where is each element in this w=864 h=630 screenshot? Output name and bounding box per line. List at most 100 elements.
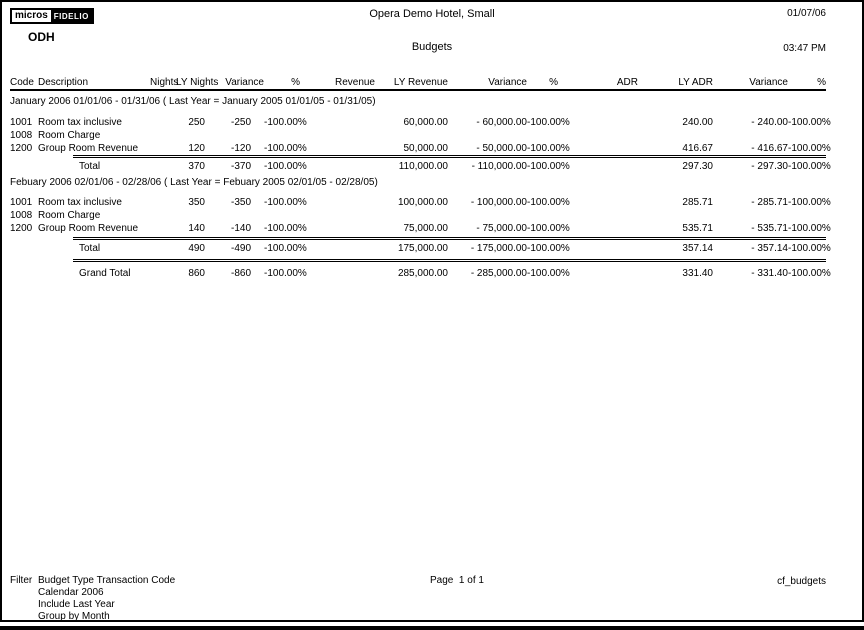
cell-ly-nights: 140 (188, 223, 205, 234)
header-adr: ADR (616, 77, 638, 88)
report-id: cf_budgets (777, 576, 826, 587)
cell-ly-nights: 860 (188, 268, 205, 279)
table-row: 1001 Room tax inclusive 250 -250 -100.00… (10, 116, 831, 129)
cell-pct-adr: -100.00% (788, 143, 831, 154)
report-title: Budgets (411, 41, 453, 53)
cell-ly-revenue: 100,000.00 (397, 197, 448, 208)
header-ly-adr: LY ADR (678, 77, 713, 88)
header-pct-revenue: % (549, 77, 558, 88)
table-header-row: Code Description Nights LY Nights Varian… (10, 77, 826, 88)
table-row: 1008 Room Charge (10, 129, 826, 142)
cell-variance-revenue: - 60,000.00 (476, 117, 527, 128)
cell-ly-adr: 297.30 (682, 161, 713, 172)
cell-variance-adr: - 240.00 (751, 117, 788, 128)
cell-pct-nights: -100.00% (264, 223, 307, 234)
cell-pct-nights: -100.00% (264, 197, 307, 208)
table-row: 1200 Group Room Revenue 120 -120 -100.00… (10, 142, 831, 155)
cell-variance-nights: -490 (230, 243, 251, 254)
table-row: 1008 Room Charge (10, 209, 826, 222)
cell-ly-adr: 357.14 (682, 243, 713, 254)
cell-ly-adr: 416.67 (682, 143, 713, 154)
section-title-february: Febuary 2006 02/01/06 - 02/28/06 ( Last … (10, 177, 378, 188)
filter-lines: Budget Type Transaction Code Calendar 20… (38, 575, 175, 623)
cell-variance-nights: -120 (230, 143, 251, 154)
header-nights: Nights (150, 77, 179, 88)
table-row: 1200 Group Room Revenue 140 -140 -100.00… (10, 222, 831, 235)
cell-ly-revenue: 285,000.00 (397, 268, 448, 279)
cell-description: Room Charge (38, 130, 101, 141)
total-separator (73, 237, 826, 240)
cell-ly-revenue: 75,000.00 (403, 223, 449, 234)
cell-variance-nights: -250 (230, 117, 251, 128)
filter-line: Include Last Year (38, 599, 115, 610)
cell-pct-adr: -100.00% (788, 117, 831, 128)
filter-label: Filter (10, 575, 33, 586)
cell-variance-nights: -370 (230, 161, 251, 172)
cell-variance-adr: - 297.30 (751, 161, 788, 172)
total-separator (73, 155, 826, 158)
cell-ly-nights: 490 (188, 243, 205, 254)
cell-pct-adr: -100.00% (788, 223, 831, 234)
cell-variance-revenue: - 285,000.00 (470, 268, 527, 279)
cell-pct-adr: -100.00% (788, 197, 831, 208)
section-total-row: Total 370 -370 -100.00% 110,000.00 - 110… (10, 160, 831, 173)
header-code: Code (10, 77, 34, 88)
cell-code: 1200 (10, 143, 33, 154)
cell-variance-nights: -140 (230, 223, 251, 234)
cell-pct-nights: -100.00% (264, 243, 307, 254)
cell-description: Room tax inclusive (38, 197, 122, 208)
cell-description: Room tax inclusive (38, 117, 122, 128)
cell-ly-nights: 350 (188, 197, 205, 208)
cell-variance-adr: - 331.40 (751, 268, 788, 279)
header-variance-adr: Variance (749, 77, 788, 88)
bottom-edge-bar (0, 626, 864, 630)
cell-ly-adr: 535.71 (682, 223, 713, 234)
cell-description: Room Charge (38, 210, 101, 221)
cell-variance-revenue: - 110,000.00 (471, 161, 527, 172)
cell-pct-nights: -100.00% (264, 268, 307, 279)
cell-ly-revenue: 175,000.00 (397, 243, 448, 254)
cell-ly-nights: 250 (188, 117, 205, 128)
cell-ly-adr: 240.00 (682, 117, 713, 128)
cell-ly-nights: 120 (188, 143, 205, 154)
cell-pct-adr: -100.00% (788, 268, 831, 279)
page-number: Page 1 of 1 (430, 575, 484, 586)
cell-pct-adr: -100.00% (788, 161, 831, 172)
header-variance-nights: Variance (225, 77, 264, 88)
header-revenue: Revenue (334, 77, 375, 88)
section-title-january: January 2006 01/01/06 - 01/31/06 ( Last … (10, 96, 376, 107)
cell-pct-nights: -100.00% (264, 161, 307, 172)
header-pct-nights: % (291, 77, 300, 88)
property-code: ODH (28, 30, 55, 44)
cell-variance-adr: - 285.71 (751, 197, 788, 208)
cell-ly-revenue: 60,000.00 (403, 117, 449, 128)
header-pct-adr: % (817, 77, 826, 88)
header-rule (10, 89, 826, 91)
cell-description: Group Room Revenue (38, 223, 139, 234)
filter-line: Group by Month (38, 611, 110, 622)
table-row: 1001 Room tax inclusive 350 -350 -100.00… (10, 196, 831, 209)
grand-total-row: Grand Total 860 -860 -100.00% 285,000.00… (10, 267, 831, 280)
cell-variance-nights: -860 (230, 268, 251, 279)
cell-code: 1008 (10, 210, 33, 221)
cell-ly-nights: 370 (188, 161, 205, 172)
total-label: Total (79, 161, 101, 172)
cell-ly-adr: 285.71 (682, 197, 713, 208)
budget-table: Code Description Nights LY Nights Varian… (10, 77, 831, 280)
hotel-title: Opera Demo Hotel, Small (369, 8, 495, 20)
cell-pct-nights: -100.00% (264, 117, 307, 128)
cell-pct-revenue: -100.00% (527, 117, 570, 128)
section-total-row: Total 490 -490 -100.00% 175,000.00 - 175… (10, 242, 831, 255)
cell-ly-adr: 331.40 (682, 268, 713, 279)
report-date: 01/07/06 (787, 8, 826, 19)
filter-line: Budget Type Transaction Code (38, 575, 176, 586)
cell-pct-revenue: -100.00% (527, 143, 570, 154)
cell-pct-revenue: -100.00% (527, 197, 570, 208)
cell-variance-revenue: - 50,000.00 (476, 143, 527, 154)
cell-pct-revenue: -100.00% (527, 161, 570, 172)
header-ly-revenue: LY Revenue (393, 77, 448, 88)
cell-code: 1001 (10, 117, 33, 128)
cell-ly-revenue: 110,000.00 (398, 161, 448, 172)
grand-total-separator (73, 259, 826, 262)
